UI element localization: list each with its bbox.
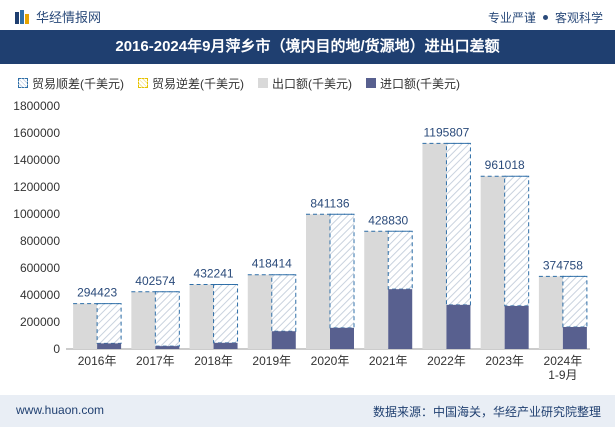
data-label: 961018 (485, 158, 525, 172)
legend-item-import[interactable]: 进口额(千美元) (366, 75, 460, 92)
data-label: 402574 (135, 274, 175, 288)
export-bar (422, 143, 447, 349)
surplus-bar (329, 213, 355, 329)
export-bar (480, 176, 505, 349)
surplus-bar (154, 291, 180, 347)
export-bar (538, 276, 563, 349)
logo-icon (14, 9, 30, 25)
y-tick-label: 1600000 (13, 126, 60, 140)
surplus-bar (562, 275, 588, 328)
data-label: 432241 (194, 266, 234, 280)
export-bar (364, 231, 389, 349)
legend-swatch-export (258, 78, 268, 88)
surplus-bar (96, 303, 122, 344)
data-label: 428830 (368, 213, 408, 227)
legend-label-import: 进口额(千美元) (380, 76, 460, 91)
legend-swatch-surplus (18, 78, 28, 88)
legend-swatch-deficit (138, 78, 148, 88)
website-link[interactable]: www.huaon.com (16, 403, 105, 417)
separator-dot-icon (542, 15, 548, 20)
x-tick-label: 2024年 (544, 354, 583, 368)
x-tick-label: 2017年 (136, 354, 175, 368)
data-label: 418414 (252, 257, 292, 271)
import-bar (330, 327, 354, 349)
data-label: 374758 (543, 258, 583, 272)
x-tick-label: 2016年 (78, 354, 117, 368)
y-tick-label: 1400000 (13, 153, 60, 167)
y-tick-label: 400000 (20, 288, 60, 302)
export-bar (131, 291, 156, 349)
import-bar (271, 331, 296, 349)
legend: 贸易顺差(千美元) 贸易逆差(千美元) 出口额(千美元) 进口额(千美元) (18, 74, 474, 92)
data-label: 1195807 (424, 125, 470, 139)
export-bar (73, 303, 98, 349)
legend-label-surplus: 贸易顺差(千美元) (32, 76, 124, 91)
import-bar (97, 343, 122, 349)
export-bar (306, 214, 330, 349)
import-bar (388, 289, 413, 349)
legend-item-export[interactable]: 出口额(千美元) (258, 75, 352, 92)
legend-label-export: 出口额(千美元) (272, 76, 352, 91)
tagline: 专业严谨 客观科学 (488, 9, 603, 26)
x-tick-label: 2020年 (311, 354, 350, 368)
y-tick-label: 1000000 (13, 207, 60, 221)
data-label: 841136 (310, 196, 349, 210)
tagline-right: 客观科学 (554, 11, 603, 25)
footer: www.huaon.com 数据来源：中国海关，华经产业研究院整理 (0, 395, 615, 427)
brand[interactable]: 华经情报网 (14, 7, 101, 26)
surplus-bar (387, 230, 413, 290)
x-tick-label: 1-9月 (548, 368, 577, 382)
y-tick-label: 800000 (20, 234, 60, 248)
top-bar: 华经情报网 专业严谨 客观科学 (0, 0, 615, 30)
chart-title: 2016-2024年9月萍乡市（境内目的地/货源地）进出口差额 (115, 38, 500, 55)
export-bar (189, 284, 214, 349)
data-source: 数据来源：中国海关，华经产业研究院整理 (372, 405, 601, 419)
legend-label-deficit: 贸易逆差(千美元) (152, 76, 244, 91)
x-tick-label: 2019年 (252, 354, 291, 368)
tagline-left: 专业严谨 (487, 11, 536, 25)
y-tick-label: 200000 (20, 315, 60, 329)
export-bar (247, 274, 272, 349)
legend-item-surplus[interactable]: 贸易顺差(千美元) (18, 75, 124, 92)
surplus-bar (271, 274, 297, 332)
surplus-bar (445, 142, 471, 306)
y-tick-label: 0 (53, 342, 60, 356)
import-bar (213, 342, 238, 349)
import-bar (446, 304, 471, 349)
x-tick-label: 2021年 (369, 354, 408, 368)
data-label: 294423 (77, 286, 117, 300)
y-tick-label: 1200000 (13, 180, 60, 194)
bar-chart: 0 200000 400000 600000 800000 1000000 1200000 1… (13, 99, 590, 382)
y-tick-label: 600000 (20, 261, 60, 275)
surplus-bar (213, 283, 239, 344)
x-tick-label: 2022年 (427, 354, 466, 368)
legend-item-deficit[interactable]: 贸易逆差(千美元) (138, 75, 244, 92)
legend-swatch-import (366, 78, 376, 88)
surplus-bar (504, 175, 530, 307)
import-bar (504, 305, 529, 349)
brand-name: 华经情报网 (36, 10, 102, 25)
y-tick-label: 1800000 (13, 99, 60, 113)
import-bar (562, 326, 587, 349)
x-tick-label: 2018年 (194, 354, 233, 368)
import-bar (155, 346, 180, 349)
title-bar: 2016-2024年9月萍乡市（境内目的地/货源地）进出口差额 (0, 30, 615, 64)
x-tick-label: 2023年 (485, 354, 524, 368)
